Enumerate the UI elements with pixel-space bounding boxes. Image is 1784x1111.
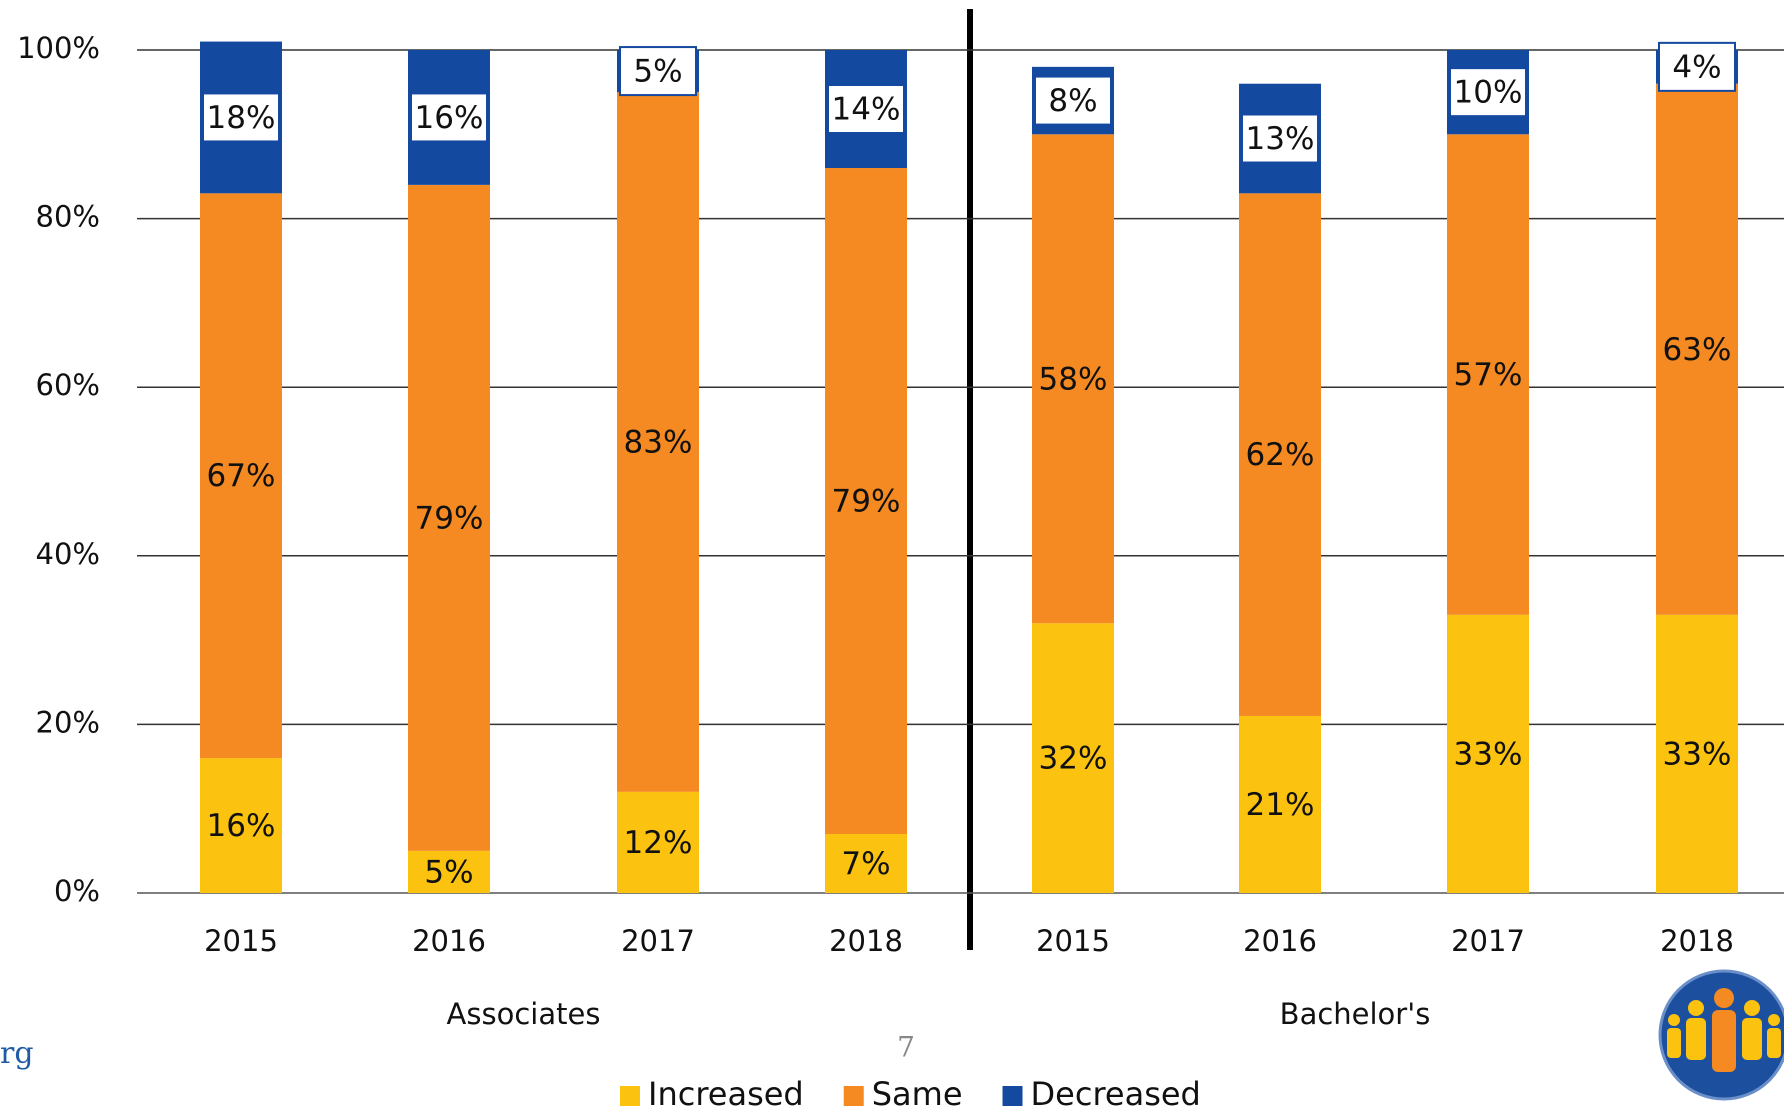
group-label: Bachelor's xyxy=(1280,997,1431,1031)
data-label-box xyxy=(1241,113,1319,164)
data-label: 79% xyxy=(415,500,484,536)
footer-link: rg xyxy=(0,1036,34,1071)
x-tick-label: 2016 xyxy=(412,924,486,958)
data-label: 79% xyxy=(832,484,901,520)
bar-segment xyxy=(1239,715,1321,893)
legend-label: Decreased xyxy=(1031,1075,1201,1111)
data-label: 12% xyxy=(624,825,693,861)
data-label-box xyxy=(1034,75,1112,126)
x-tick-label: 2018 xyxy=(1660,924,1734,958)
x-tick-label: 2018 xyxy=(829,924,903,958)
y-tick-label: 40% xyxy=(36,537,100,571)
bar-segment xyxy=(1032,623,1114,893)
data-label: 21% xyxy=(1246,787,1315,823)
bar-segment xyxy=(1656,614,1738,893)
data-label: 5% xyxy=(424,854,473,890)
y-tick-label: 100% xyxy=(17,31,100,65)
x-tick-label: 2017 xyxy=(621,924,695,958)
data-label-box xyxy=(202,92,280,143)
data-label: 5% xyxy=(633,54,682,90)
data-label: 63% xyxy=(1663,332,1732,368)
y-tick-label: 20% xyxy=(36,705,100,739)
data-label: 32% xyxy=(1039,741,1108,777)
data-label: 57% xyxy=(1454,357,1523,393)
data-label: 7% xyxy=(841,846,890,882)
y-tick-label: 80% xyxy=(36,200,100,234)
x-tick-label: 2015 xyxy=(204,924,278,958)
bar-segment xyxy=(1239,193,1321,716)
data-label: 67% xyxy=(207,458,276,494)
data-label: 16% xyxy=(207,808,276,844)
group-label: Associates xyxy=(447,997,601,1031)
x-tick-label: 2017 xyxy=(1451,924,1525,958)
data-label-box xyxy=(410,92,488,143)
data-label: 62% xyxy=(1246,437,1315,473)
legend-swatch xyxy=(843,1086,864,1106)
bar-segment xyxy=(1447,614,1529,893)
bar-segment xyxy=(408,184,490,851)
data-label: 83% xyxy=(624,424,693,460)
bar-segment xyxy=(408,850,490,893)
bar-segment xyxy=(200,758,282,893)
legend-swatch xyxy=(1002,1086,1023,1106)
bar-segment xyxy=(1656,83,1738,615)
logo xyxy=(1658,969,1784,1101)
x-tick-label: 2015 xyxy=(1036,924,1110,958)
data-label: 33% xyxy=(1663,736,1732,772)
data-label: 8% xyxy=(1048,83,1097,119)
data-label: 14% xyxy=(832,92,901,128)
data-label-box xyxy=(827,84,905,135)
data-label-box xyxy=(619,46,697,97)
bar-segment xyxy=(200,193,282,759)
bar-segment xyxy=(617,92,699,792)
data-label: 13% xyxy=(1246,121,1315,157)
y-tick-label: 0% xyxy=(54,874,100,908)
data-label-box xyxy=(1449,67,1527,118)
data-label: 16% xyxy=(415,100,484,136)
data-label: 4% xyxy=(1672,49,1721,85)
bar-segment xyxy=(617,791,699,893)
page-number: 7 xyxy=(897,1031,915,1064)
bar-segment xyxy=(825,833,907,893)
data-label: 33% xyxy=(1454,736,1523,772)
legend-swatch xyxy=(620,1086,640,1106)
bar-segment xyxy=(1447,134,1529,615)
bar-segment xyxy=(1032,134,1114,624)
legend-label: Same xyxy=(872,1075,963,1111)
x-tick-label: 2016 xyxy=(1243,924,1317,958)
legend-label: Increased xyxy=(648,1075,804,1111)
data-label: 58% xyxy=(1039,361,1108,397)
data-label-box xyxy=(1658,41,1736,92)
data-label: 18% xyxy=(207,100,276,136)
data-label: 10% xyxy=(1454,75,1523,111)
bar-segment xyxy=(825,168,907,834)
y-tick-label: 60% xyxy=(36,368,100,402)
